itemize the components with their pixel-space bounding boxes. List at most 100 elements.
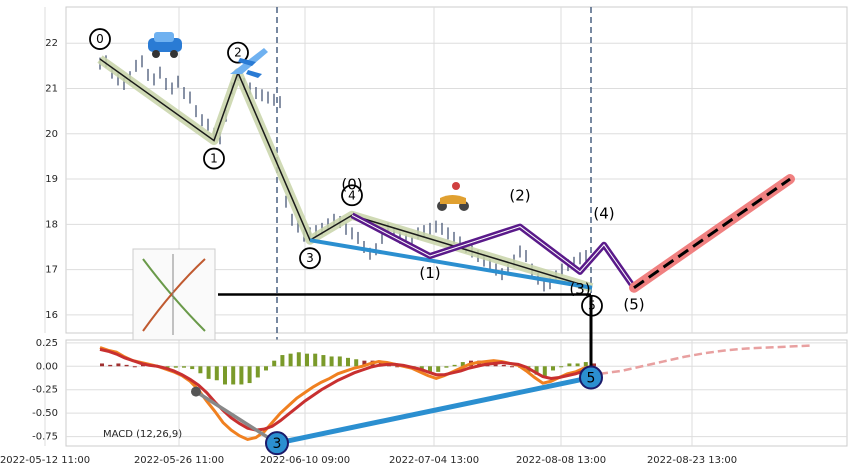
- macd-histogram-bar: [452, 364, 457, 367]
- sub-wave-label: (4): [593, 205, 614, 223]
- macd-helper-line: [195, 390, 278, 445]
- macd-histogram-bar: [231, 366, 236, 385]
- macd-histogram-bar: [288, 353, 293, 367]
- macd-wave-marker: [265, 431, 289, 456]
- x-tick-label: 2022-05-26 11:00: [134, 455, 224, 466]
- price-y-tick-label: 16: [45, 310, 58, 321]
- macd-histogram-bar: [436, 366, 441, 372]
- macd-histogram-bar: [444, 366, 449, 368]
- macd-histogram-bar: [567, 363, 572, 367]
- sub-wave-label: (3): [569, 280, 590, 298]
- macd-histogram-bar: [108, 364, 113, 367]
- macd-y-tick-label: -0.75: [32, 432, 58, 443]
- macd-wave-label: 3: [273, 436, 282, 452]
- price-y-ticks: 16 17 18 19 20 21 22: [45, 38, 58, 321]
- wave-lines: [97, 55, 795, 296]
- macd-histogram-bar: [198, 366, 203, 374]
- macd-histogram-bar: [223, 366, 227, 385]
- x-ticks: 2022-05-12 11:00 2022-05-26 11:00 2022-06-…: [0, 455, 737, 466]
- macd-histogram-bar: [239, 366, 244, 385]
- impulse-wave-label: 3: [306, 251, 314, 265]
- macd-histogram-bar: [116, 363, 121, 367]
- price-y-tick-label: 18: [45, 219, 58, 230]
- macd-histogram-bar: [428, 366, 432, 372]
- impulse-wave-label: 0: [96, 32, 104, 46]
- macd-histogram-bar: [501, 364, 506, 367]
- x-tick-label: 2022-05-12 11:00: [0, 455, 90, 466]
- inset-thumbnail: [132, 248, 216, 341]
- macd-wave-label: 5: [587, 371, 596, 387]
- macd-histogram-bar: [264, 366, 268, 371]
- macd-histogram-bar: [337, 356, 342, 367]
- macd-histogram-bar: [354, 359, 359, 367]
- macd-y-tick-label: -0.50: [32, 408, 58, 419]
- impulse-wave-marker: [341, 184, 363, 207]
- wave-3-5-channel: [309, 238, 593, 290]
- macd-histogram-bar: [132, 366, 137, 368]
- macd-wave-marker: [579, 365, 603, 390]
- macd-histogram-bar: [559, 366, 564, 368]
- x-tick-label: 2022-06-10 09:00: [260, 455, 350, 466]
- macd-histogram-bar: [313, 353, 318, 367]
- macd-histogram-bar: [100, 363, 104, 367]
- macd-histogram-bar: [346, 357, 350, 367]
- macd-plot-area: [65, 339, 848, 447]
- x-tick-label: 2022-08-23 13:00: [647, 455, 737, 466]
- price-y-tick-label: 17: [45, 265, 58, 276]
- macd-histogram-bar: [165, 366, 170, 368]
- price-y-tick-label: 19: [45, 174, 58, 185]
- sub-wave-core: [351, 214, 635, 289]
- impulse-wave-marker: [203, 147, 225, 170]
- macd-histogram-bar: [378, 360, 383, 367]
- impulse-wave-label: 4: [348, 188, 356, 202]
- scooter-icon: [437, 182, 469, 211]
- macd-legend-label: MACD (12,26,9): [103, 429, 182, 440]
- macd-histogram-bar: [296, 352, 301, 367]
- wave-labels: 012345(0)(1)(2)(3)(4)(5): [89, 28, 645, 317]
- sub-wave-label: (0): [341, 175, 362, 193]
- macd-y-tick-label: 0.00: [36, 361, 58, 372]
- price-y-tick-label: 22: [45, 38, 58, 49]
- macd-histogram-bar: [321, 355, 326, 367]
- macd-y-tick-label: 0.25: [36, 338, 58, 349]
- macd-histogram-bar: [460, 362, 465, 367]
- car-icon: [148, 32, 182, 58]
- forecast-line: [633, 177, 791, 289]
- macd-histogram-bar: [214, 366, 219, 381]
- macd-histogram-bar: [534, 366, 539, 375]
- sub-wave-label: (5): [623, 296, 644, 314]
- macd-histogram-bar: [190, 366, 195, 370]
- macd-panel: 0.250.00-0.25-0.50-0.75 35 MACD (12,26,9…: [32, 296, 848, 456]
- macd-helper-point: [191, 386, 201, 397]
- macd-histogram-bar: [124, 364, 129, 367]
- macd-histogram-bar: [280, 355, 285, 367]
- macd-histogram-bar: [592, 363, 596, 367]
- price-y-tick-label: 21: [45, 84, 58, 95]
- macd-histogram-bar: [247, 366, 252, 384]
- macd-histogram-bar: [305, 353, 309, 367]
- macd-histogram-bar: [542, 366, 547, 377]
- macd-histogram-bar: [362, 360, 367, 367]
- macd-histogram-bar: [575, 363, 580, 367]
- macd-histogram-bar: [173, 366, 178, 368]
- macd-y-ticks: 0.25 0.00 -0.25 -0.50 -0.75: [32, 338, 58, 443]
- macd-wave-points: 35: [191, 296, 603, 456]
- impulse-wave-line: [99, 58, 593, 289]
- sub-wave-label: (2): [509, 187, 530, 205]
- sub-wave-label: (1): [419, 264, 440, 282]
- macd-histogram-bar: [510, 366, 514, 368]
- macd-histogram-bar: [182, 366, 186, 368]
- price-y-tick-label: 20: [45, 129, 58, 140]
- impulse-wave-label: 1: [210, 152, 218, 166]
- macd-y-tick-label: -0.25: [32, 385, 58, 396]
- macd-histogram-bar: [551, 366, 555, 371]
- impulse-wave-label: 2: [234, 46, 242, 60]
- macd-histogram-bar: [583, 362, 588, 367]
- macd-histogram-bar: [395, 366, 400, 368]
- impulse-wave-marker: [89, 28, 111, 50]
- macd-histogram-bar: [329, 356, 334, 367]
- macd-histogram-bar: [141, 364, 145, 367]
- signal-line: [99, 347, 593, 432]
- x-tick-label: 2022-08-08 13:00: [516, 455, 606, 466]
- macd-histogram-bar: [272, 360, 277, 367]
